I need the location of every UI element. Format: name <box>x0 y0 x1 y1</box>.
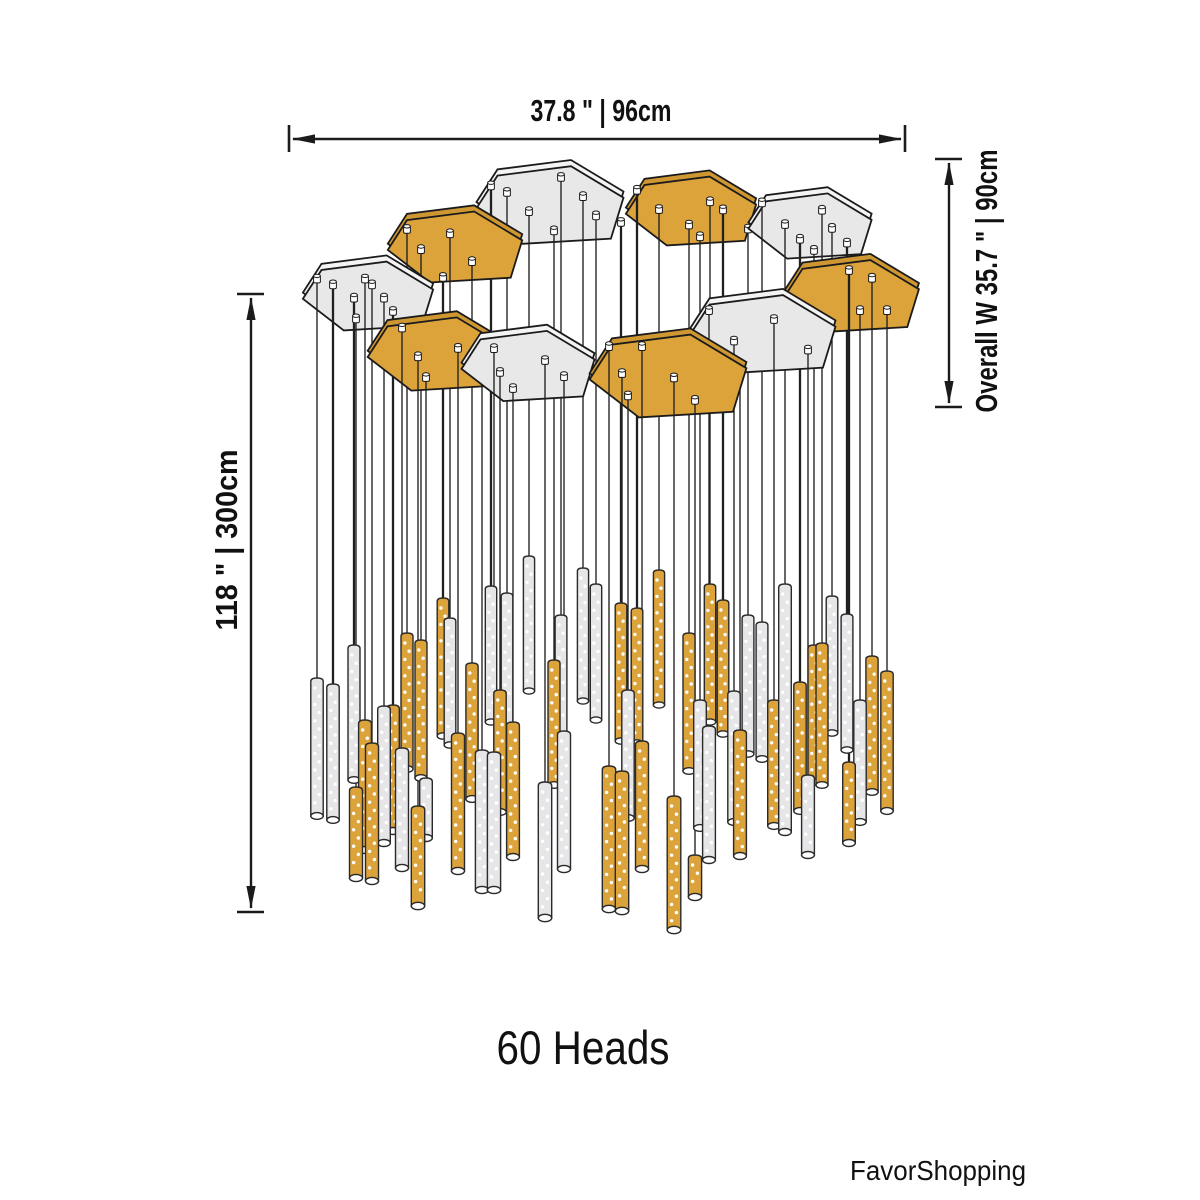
svg-text:FavorShopping: FavorShopping <box>850 1155 1026 1186</box>
svg-text:37.8 " | 96cm: 37.8 " | 96cm <box>531 93 672 128</box>
svg-text:118 " | 300cm: 118 " | 300cm <box>209 450 244 631</box>
svg-text:60 Heads: 60 Heads <box>497 1021 670 1074</box>
svg-text:Overall W 35.7 " | 90cm: Overall W 35.7 " | 90cm <box>969 150 1004 413</box>
